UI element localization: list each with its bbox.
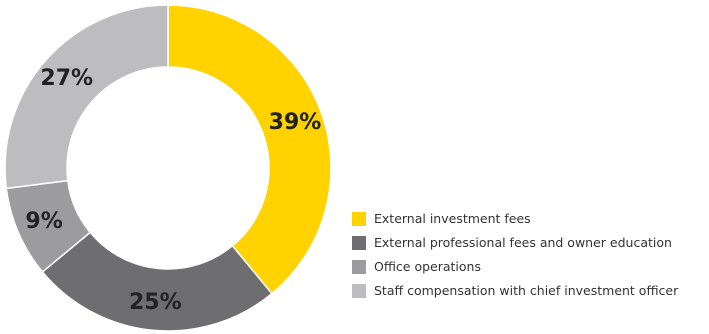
legend-swatch <box>352 235 366 250</box>
slice-staff-compensation <box>4 4 169 190</box>
legend-item-staff-compensation: Staff compensation with chief investment… <box>352 282 704 299</box>
legend-label: Staff compensation with chief investment… <box>374 283 679 298</box>
legend-item-external-investment-fees: External investment fees <box>352 210 704 227</box>
slice-label-staff-compensation: 27% <box>40 66 93 91</box>
legend-item-office-operations: Office operations <box>352 258 704 275</box>
slice-label-office-operations: 9% <box>25 209 62 234</box>
donut-chart: 39% 25% 9% 27% <box>4 4 332 332</box>
slice-external-professional-fees <box>41 231 273 332</box>
legend-item-external-professional-fees: External professional fees and owner edu… <box>352 234 704 251</box>
slice-label-external-professional-fees: 25% <box>129 290 182 315</box>
legend-swatch <box>352 259 366 274</box>
slice-label-external-investment-fees: 39% <box>269 110 322 135</box>
donut-slices <box>4 4 332 332</box>
legend-label: External investment fees <box>374 211 531 226</box>
legend-swatch <box>352 283 366 298</box>
legend-label: Office operations <box>374 259 481 274</box>
chart-legend: External investment fees External profes… <box>352 210 704 306</box>
donut-slice-labels: 39% 25% 9% 27% <box>25 66 321 315</box>
slice-external-investment-fees <box>167 4 332 295</box>
legend-label: External professional fees and owner edu… <box>374 235 672 250</box>
legend-swatch <box>352 211 366 226</box>
